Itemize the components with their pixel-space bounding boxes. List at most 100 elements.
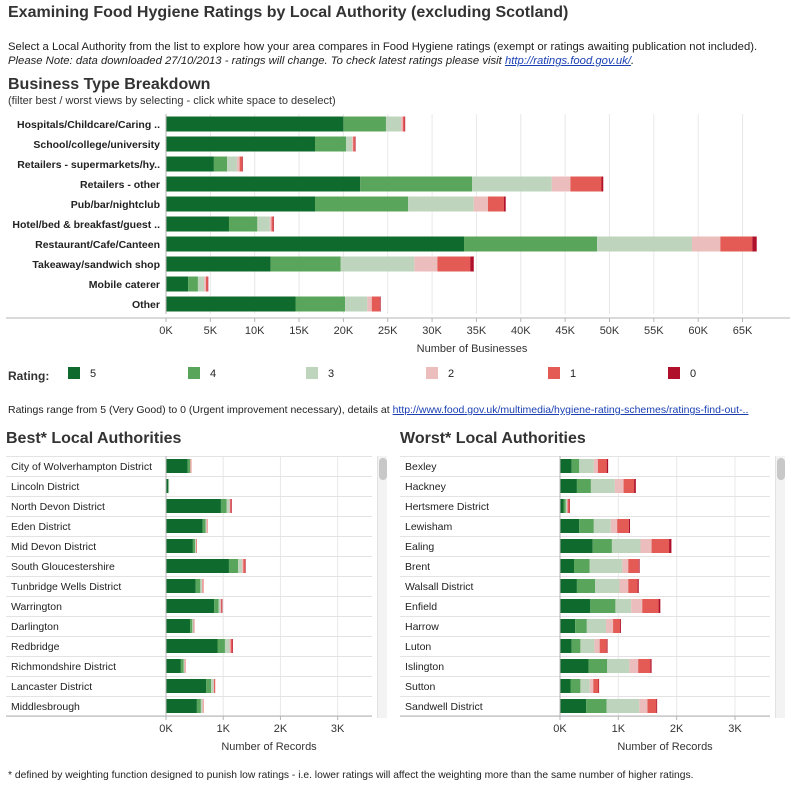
bar-segment-rating-0[interactable] xyxy=(658,599,661,613)
bar-segment-rating-5[interactable] xyxy=(166,156,214,172)
bar-segment-rating-1[interactable] xyxy=(720,236,753,252)
bar-segment-rating-5[interactable] xyxy=(166,679,207,693)
bar-segment-rating-2[interactable] xyxy=(631,599,643,613)
bar-segment-rating-1[interactable] xyxy=(243,559,245,573)
bar-segment-rating-4[interactable] xyxy=(592,539,612,553)
bar-segment-rating-5[interactable] xyxy=(560,459,572,473)
bar-segment-rating-0[interactable] xyxy=(244,559,246,573)
bar-segment-rating-0[interactable] xyxy=(656,699,658,713)
bar-segment-rating-4[interactable] xyxy=(563,499,566,513)
bar-segment-rating-0[interactable] xyxy=(650,659,652,673)
category-label[interactable]: Tunbridge Wells District xyxy=(11,581,121,593)
category-label[interactable]: Hackney xyxy=(405,481,447,493)
bar-segment-rating-5[interactable] xyxy=(166,539,193,553)
best-list-scroll-thumb[interactable] xyxy=(379,458,387,480)
bar-segment-rating-5[interactable] xyxy=(166,236,465,252)
bar-segment-rating-4[interactable] xyxy=(190,619,193,633)
category-label[interactable]: Hotel/bed & breakfast/guest .. xyxy=(12,219,160,231)
bar-segment-rating-2[interactable] xyxy=(269,216,272,232)
bar-segment-rating-2[interactable] xyxy=(640,539,652,553)
bar-segment-rating-4[interactable] xyxy=(570,679,581,693)
bar-segment-rating-3[interactable] xyxy=(227,156,237,172)
bar-segment-rating-2[interactable] xyxy=(242,559,244,573)
bar-segment-rating-4[interactable] xyxy=(196,699,201,713)
bar-segment-rating-0[interactable] xyxy=(569,499,570,513)
bar-segment-rating-4[interactable] xyxy=(590,599,616,613)
category-label[interactable]: City of Wolverhampton District xyxy=(11,461,152,473)
bar-segment-rating-1[interactable] xyxy=(617,519,629,533)
bar-segment-rating-3[interactable] xyxy=(345,296,368,312)
bar-segment-rating-4[interactable] xyxy=(576,579,595,593)
bar-segment-rating-5[interactable] xyxy=(166,116,344,132)
bar-segment-rating-5[interactable] xyxy=(166,136,316,152)
category-label[interactable]: Walsall District xyxy=(405,581,474,593)
bar-segment-rating-1[interactable] xyxy=(202,699,204,713)
category-label[interactable]: Harrow xyxy=(405,621,439,633)
bar-segment-rating-2[interactable] xyxy=(589,679,594,693)
bar-segment-rating-4[interactable] xyxy=(192,539,196,553)
bar-segment-rating-0[interactable] xyxy=(606,459,609,473)
bar-segment-rating-3[interactable] xyxy=(580,639,595,653)
bar-segment-rating-0[interactable] xyxy=(620,619,621,633)
bar-segment-rating-5[interactable] xyxy=(560,559,574,573)
bar-segment-rating-0[interactable] xyxy=(354,136,356,152)
bar-segment-rating-4[interactable] xyxy=(576,479,591,493)
bar-segment-rating-4[interactable] xyxy=(588,659,608,673)
bar-segment-rating-5[interactable] xyxy=(166,639,218,653)
bar-segment-rating-5[interactable] xyxy=(560,499,564,513)
bar-segment-rating-5[interactable] xyxy=(560,599,591,613)
bar-segment-rating-0[interactable] xyxy=(634,479,636,493)
bar-segment-rating-2[interactable] xyxy=(622,559,629,573)
bar-segment-rating-2[interactable] xyxy=(567,499,568,513)
bar-segment-rating-2[interactable] xyxy=(473,196,488,212)
bar-segment-rating-0[interactable] xyxy=(470,256,474,272)
bar-segment-rating-2[interactable] xyxy=(610,519,618,533)
bar-segment-rating-2[interactable] xyxy=(202,579,203,593)
bar-segment-rating-3[interactable] xyxy=(183,659,185,673)
bar-segment-rating-0[interactable] xyxy=(379,296,381,312)
bar-segment-rating-2[interactable] xyxy=(629,659,639,673)
bar-segment-rating-2[interactable] xyxy=(594,639,600,653)
bar-segment-rating-5[interactable] xyxy=(166,659,181,673)
bar-segment-rating-5[interactable] xyxy=(166,559,229,573)
bar-segment-rating-3[interactable] xyxy=(200,579,203,593)
bar-segment-rating-5[interactable] xyxy=(560,579,577,593)
bar-segment-rating-2[interactable] xyxy=(236,156,240,172)
bar-segment-rating-2[interactable] xyxy=(213,679,215,693)
bar-segment-rating-0[interactable] xyxy=(638,559,640,573)
bar-segment-rating-1[interactable] xyxy=(593,679,599,693)
bar-segment-rating-3[interactable] xyxy=(192,619,194,633)
ratings-site-link[interactable]: http://ratings.food.gov.uk/ xyxy=(504,55,631,67)
bar-segment-rating-4[interactable] xyxy=(213,156,228,172)
bar-segment-rating-3[interactable] xyxy=(590,479,615,493)
category-label[interactable]: Takeaway/sandwich shop xyxy=(32,259,160,271)
bar-segment-rating-2[interactable] xyxy=(401,116,403,132)
bar-segment-rating-3[interactable] xyxy=(205,519,207,533)
bar-segment-rating-1[interactable] xyxy=(353,136,355,152)
bar-segment-rating-5[interactable] xyxy=(166,296,296,312)
bar-segment-rating-5[interactable] xyxy=(166,276,189,292)
bar-segment-rating-1[interactable] xyxy=(220,599,222,613)
bar-segment-rating-5[interactable] xyxy=(560,619,576,633)
category-label[interactable]: Hospitals/Childcare/Caring .. xyxy=(17,119,160,131)
bar-segment-rating-1[interactable] xyxy=(597,459,607,473)
category-label[interactable]: Other xyxy=(132,299,160,311)
bar-segment-rating-1[interactable] xyxy=(184,659,186,673)
bar-segment-rating-2[interactable] xyxy=(619,579,629,593)
bar-segment-rating-5[interactable] xyxy=(560,539,593,553)
bar-segment-rating-4[interactable] xyxy=(228,559,239,573)
bar-segment-rating-2[interactable] xyxy=(639,699,648,713)
bar-segment-rating-3[interactable] xyxy=(611,539,641,553)
bar-segment-rating-3[interactable] xyxy=(226,499,230,513)
bar-segment-rating-1[interactable] xyxy=(206,519,208,533)
bar-segment-rating-1[interactable] xyxy=(230,499,232,513)
category-label[interactable]: Luton xyxy=(405,641,431,653)
bar-segment-rating-2[interactable] xyxy=(220,599,221,613)
bar-segment-rating-5[interactable] xyxy=(166,499,221,513)
category-label[interactable]: Ealing xyxy=(405,541,434,553)
category-label[interactable]: Eden District xyxy=(11,521,71,533)
bar-segment-rating-0[interactable] xyxy=(752,236,757,252)
bar-segment-rating-3[interactable] xyxy=(607,659,630,673)
bar-segment-rating-5[interactable] xyxy=(166,699,197,713)
category-label[interactable]: Retailers - supermarkets/hy.. xyxy=(17,159,160,171)
